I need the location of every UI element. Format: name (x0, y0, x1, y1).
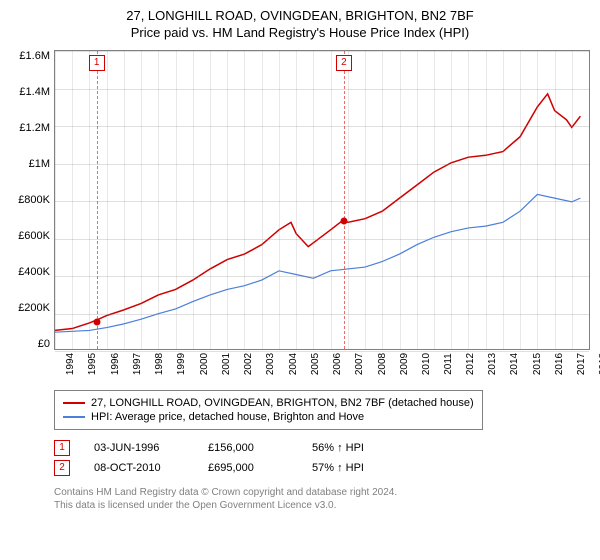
footer-line-1: Contains HM Land Registry data © Crown c… (54, 486, 590, 499)
y-tick-label: £0 (38, 338, 50, 350)
legend-row: HPI: Average price, detached house, Brig… (63, 411, 474, 423)
y-tick-label: £1.2M (19, 122, 50, 134)
legend: 27, LONGHILL ROAD, OVINGDEAN, BRIGHTON, … (54, 390, 483, 430)
event-marker: 1 (89, 55, 105, 71)
chart-title: 27, LONGHILL ROAD, OVINGDEAN, BRIGHTON, … (10, 8, 590, 23)
footer-line-2: This data is licensed under the Open Gov… (54, 499, 590, 512)
y-tick-label: £1.6M (19, 50, 50, 62)
event-point (340, 217, 347, 224)
chart-container: 27, LONGHILL ROAD, OVINGDEAN, BRIGHTON, … (0, 0, 600, 522)
event-id-box: 1 (54, 440, 70, 456)
y-tick-label: £600K (18, 230, 50, 242)
y-tick-label: £400K (18, 266, 50, 278)
legend-swatch (63, 402, 85, 404)
series-line (55, 194, 580, 332)
y-tick-label: £200K (18, 302, 50, 314)
event-pct: 57% ↑ HPI (312, 462, 364, 474)
chart-subtitle: Price paid vs. HM Land Registry's House … (10, 25, 590, 40)
y-axis: £1.6M £1.4M £1.2M £1M £800K £600K £400K £200K £0 (10, 50, 54, 350)
titles: 27, LONGHILL ROAD, OVINGDEAN, BRIGHTON, … (10, 8, 590, 40)
event-id-box: 2 (54, 460, 70, 476)
plot-area: £1.6M £1.4M £1.2M £1M £800K £600K £400K £200K £0… (10, 50, 590, 350)
x-tick-label: 2017 (576, 353, 600, 375)
y-tick-label: £1.4M (19, 86, 50, 98)
event-date: 08-OCT-2010 (94, 462, 184, 474)
event-marker: 2 (336, 55, 352, 71)
legend-label: 27, LONGHILL ROAD, OVINGDEAN, BRIGHTON, … (91, 397, 474, 409)
footer: Contains HM Land Registry data © Crown c… (54, 486, 590, 512)
legend-label: HPI: Average price, detached house, Brig… (91, 411, 364, 423)
event-row: 1 03-JUN-1996 £156,000 56% ↑ HPI (54, 440, 590, 456)
legend-row: 27, LONGHILL ROAD, OVINGDEAN, BRIGHTON, … (63, 397, 474, 409)
event-row: 2 08-OCT-2010 £695,000 57% ↑ HPI (54, 460, 590, 476)
legend-swatch (63, 416, 85, 418)
plot-frame: 12 (54, 50, 590, 350)
line-svg (55, 51, 589, 349)
y-tick-label: £1M (29, 158, 50, 170)
events-table: 1 03-JUN-1996 £156,000 56% ↑ HPI 2 08-OCT-201… (54, 440, 590, 476)
event-pct: 56% ↑ HPI (312, 442, 364, 454)
event-date: 03-JUN-1996 (94, 442, 184, 454)
event-point (93, 318, 100, 325)
event-price: £156,000 (208, 442, 288, 454)
event-price: £695,000 (208, 462, 288, 474)
y-tick-label: £800K (18, 194, 50, 206)
x-axis: 1994199519961997199819992000200120022003… (54, 350, 590, 380)
series-line (55, 94, 580, 331)
